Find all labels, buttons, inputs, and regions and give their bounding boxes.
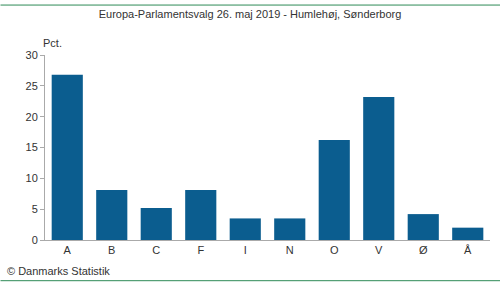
- svg-text:O: O: [330, 244, 339, 256]
- svg-text:Ø: Ø: [419, 244, 428, 256]
- svg-text:A: A: [64, 244, 72, 256]
- svg-text:B: B: [108, 244, 115, 256]
- svg-text:I: I: [244, 244, 247, 256]
- svg-text:Pct.: Pct.: [43, 37, 62, 49]
- svg-text:© Danmarks Statistik: © Danmarks Statistik: [7, 265, 110, 277]
- svg-text:30: 30: [26, 49, 38, 61]
- svg-text:Å: Å: [464, 244, 472, 256]
- svg-text:5: 5: [32, 203, 38, 215]
- svg-text:N: N: [286, 244, 294, 256]
- svg-text:F: F: [197, 244, 204, 256]
- svg-text:15: 15: [26, 141, 38, 153]
- svg-text:10: 10: [26, 172, 38, 184]
- svg-text:25: 25: [26, 80, 38, 92]
- svg-text:20: 20: [26, 111, 38, 123]
- svg-text:C: C: [152, 244, 160, 256]
- svg-text:Europa-Parlamentsvalg 26. maj: Europa-Parlamentsvalg 26. maj 2019 - Hum…: [99, 8, 402, 20]
- svg-text:0: 0: [32, 234, 38, 246]
- svg-text:V: V: [375, 244, 383, 256]
